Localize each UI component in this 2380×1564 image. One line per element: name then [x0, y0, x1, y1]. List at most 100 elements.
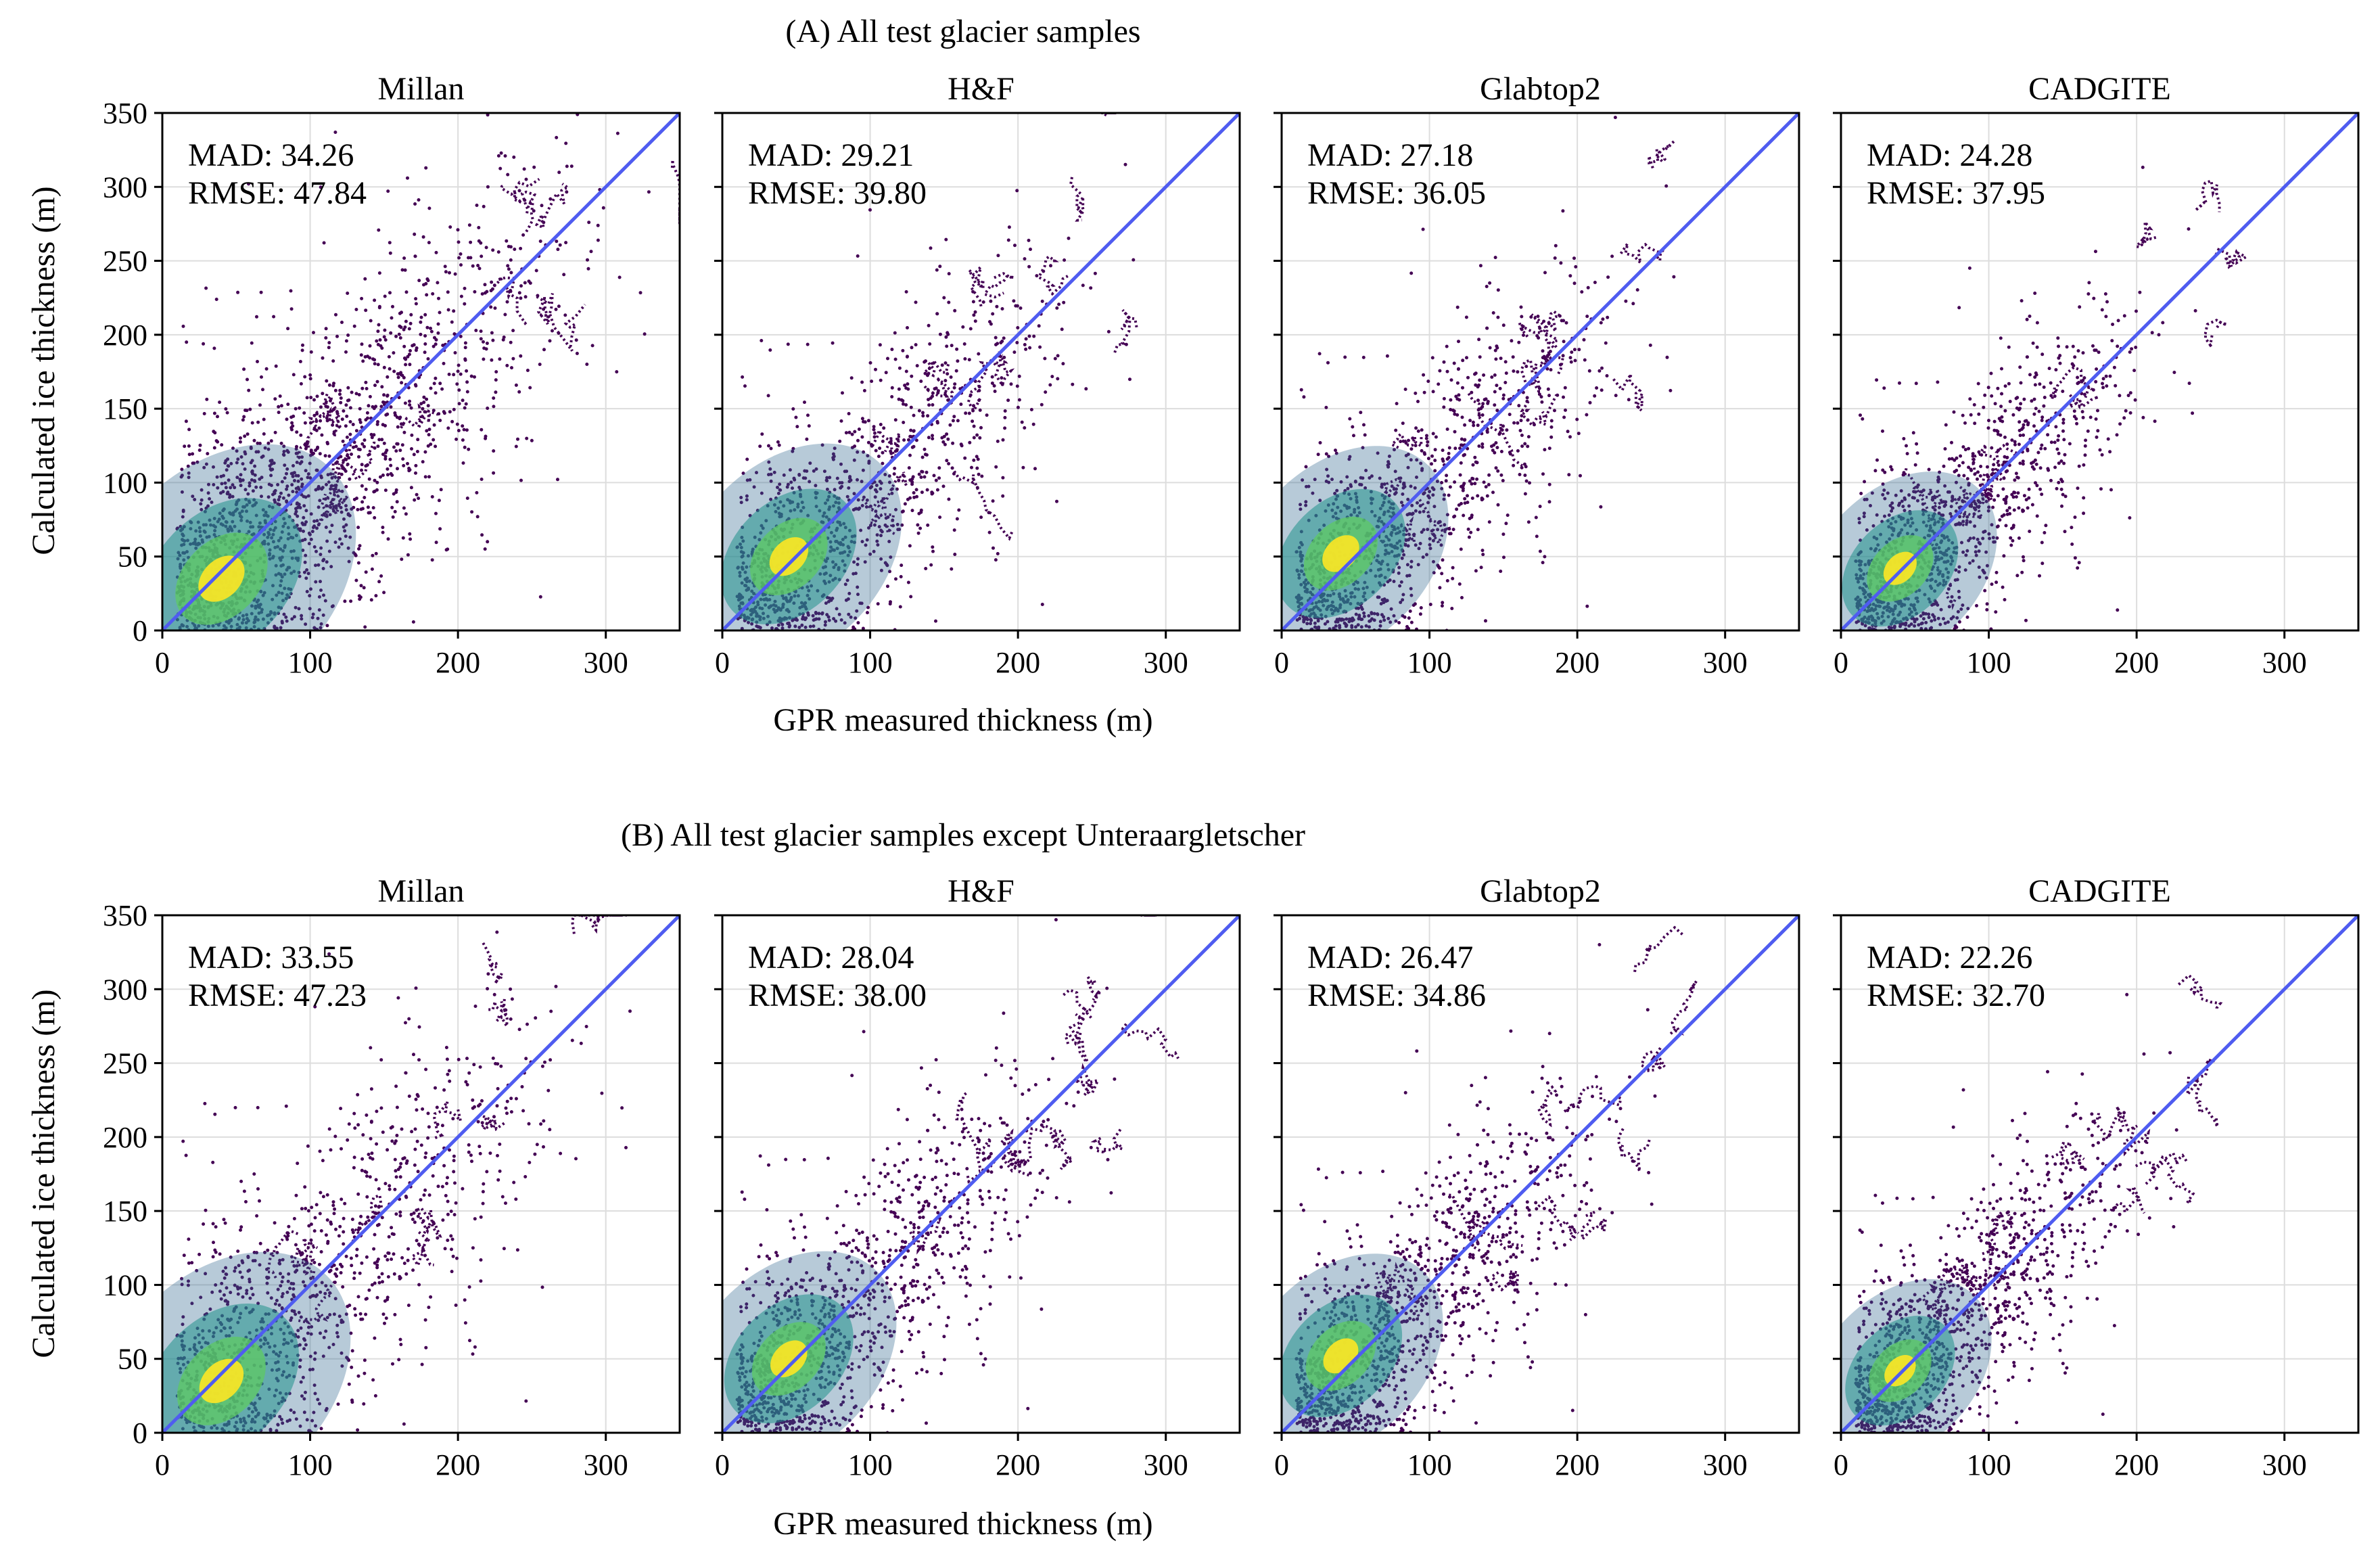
rmse-label: RMSE: 37.95: [1867, 175, 2045, 211]
scatter-points: [162, 113, 680, 630]
gpr-track-line: [1037, 254, 1069, 296]
scatter-points: [722, 113, 1138, 630]
identity-line: [1280, 914, 1800, 1434]
mad-label: MAD: 24.28: [1867, 137, 2032, 173]
rmse-label: RMSE: 38.00: [748, 978, 927, 1013]
gpr-track-line: [492, 276, 529, 325]
gpr-track-line: [1982, 1248, 2010, 1287]
panel-title: Millan: [378, 873, 465, 909]
gpr-track-line: [1537, 1195, 1579, 1241]
rmse-label: RMSE: 39.80: [748, 175, 927, 211]
gpr-track-line: [1418, 499, 1451, 549]
gpr-track-line: [341, 438, 376, 482]
gpr-track-line: [1612, 373, 1643, 412]
x-tick-label: 200: [996, 646, 1040, 679]
gpr-track-line: [1537, 336, 1565, 377]
gpr-track-line: [1063, 1032, 1090, 1063]
gpr-track-line: [2203, 319, 2228, 348]
x-tick-label: 100: [848, 646, 893, 679]
gpr-track-line: [2134, 1157, 2195, 1205]
x-tick-label: 300: [1144, 1448, 1188, 1481]
x-tick-label: 300: [584, 646, 628, 679]
identity-line: [161, 914, 681, 1434]
gpr-track-line: [1113, 308, 1138, 354]
rmse-label: RMSE: 34.86: [1307, 978, 1486, 1013]
x-tick-label: 0: [715, 1448, 730, 1481]
panel-title: Glabtop2: [1480, 873, 1601, 909]
gpr-track-line: [266, 1229, 299, 1279]
gpr-track-line: [2214, 248, 2249, 269]
gpr-track-line: [520, 190, 537, 233]
y-tick-label: 300: [103, 973, 147, 1006]
gpr-track-line: [1928, 1279, 1953, 1322]
gpr-track-line: [1911, 484, 1944, 509]
panel-title: Glabtop2: [1480, 71, 1601, 107]
y-tick-label: 350: [103, 97, 147, 130]
x-tick-label: 0: [1834, 1448, 1848, 1481]
axes-frame: [721, 914, 1241, 1434]
gpr-track-line: [2066, 394, 2099, 411]
x-tick-label: 300: [2262, 646, 2307, 679]
gpr-track-line: [354, 1193, 383, 1238]
identity-line: [1840, 914, 2360, 1434]
gpr-track-line: [1982, 1212, 2015, 1257]
y-tick-label: 50: [118, 540, 147, 574]
gpr-track-line: [1921, 1267, 1973, 1311]
identity-line: [161, 112, 681, 632]
x-tick-label: 0: [1274, 646, 1289, 679]
x-tick-label: 100: [288, 1448, 333, 1481]
gpr-track-line: [1581, 1210, 1608, 1243]
gpr-track-line: [536, 293, 554, 325]
gpr-track-line: [416, 1206, 442, 1238]
x-tick-label: 100: [1407, 646, 1452, 679]
gpr-track-line: [2051, 365, 2093, 399]
gpr-track-line: [1383, 478, 1407, 498]
gpr-track-line: [1961, 478, 1993, 507]
x-tick-label: 200: [2114, 1448, 2159, 1481]
scatter-points: [722, 915, 1180, 1433]
axes-frame: [1280, 112, 1800, 632]
gpr-track-line: [318, 479, 336, 525]
gpr-track-line: [298, 1280, 336, 1325]
row-b-y-axis-label: Calculated ice thickness (m): [26, 989, 62, 1358]
mad-label: MAD: 29.21: [748, 137, 914, 173]
x-tick-label: 0: [155, 646, 170, 679]
mad-label: MAD: 34.26: [188, 137, 354, 173]
y-tick-label: 200: [103, 1121, 147, 1154]
density-core: [770, 1340, 808, 1377]
y-tick-label: 100: [103, 1268, 147, 1302]
gpr-track-line: [1633, 925, 1684, 972]
panel-r1c0: 0 100 200 300 0 50 100 150 200 250 300 350 Millan MAD…: [103, 873, 681, 1481]
x-tick-label: 100: [848, 1448, 893, 1481]
gpr-track-line: [2177, 973, 2223, 1009]
scatter-points: [1282, 116, 1676, 630]
gpr-track-line: [1648, 140, 1675, 169]
x-tick-label: 100: [1967, 1448, 2011, 1481]
gpr-track-line: [2194, 179, 2221, 212]
density-core: [769, 537, 808, 576]
gpr-track-line: [1982, 463, 2006, 503]
rmse-label: RMSE: 47.23: [188, 978, 367, 1013]
y-tick-label: 250: [103, 245, 147, 278]
gpr-track-line: [991, 350, 1015, 390]
gpr-track-line: [545, 304, 586, 352]
gpr-track-line: [1537, 1084, 1558, 1128]
gpr-track-line: [1616, 1128, 1652, 1172]
mad-label: MAD: 27.18: [1307, 137, 1473, 173]
axes-frame: [161, 914, 681, 1434]
gpr-track-line: [1121, 1023, 1180, 1059]
identity-line: [1840, 112, 2360, 632]
x-tick-label: 100: [1967, 646, 2011, 679]
y-tick-label: 0: [133, 614, 147, 647]
y-tick-label: 300: [103, 170, 147, 204]
gpr-track-line: [1520, 394, 1558, 428]
gpr-track-line: [1063, 988, 1089, 1040]
x-tick-label: 300: [1144, 646, 1188, 679]
gpr-track-line: [1090, 1126, 1126, 1155]
y-tick-label: 150: [103, 392, 147, 426]
y-tick-label: 50: [118, 1343, 147, 1376]
